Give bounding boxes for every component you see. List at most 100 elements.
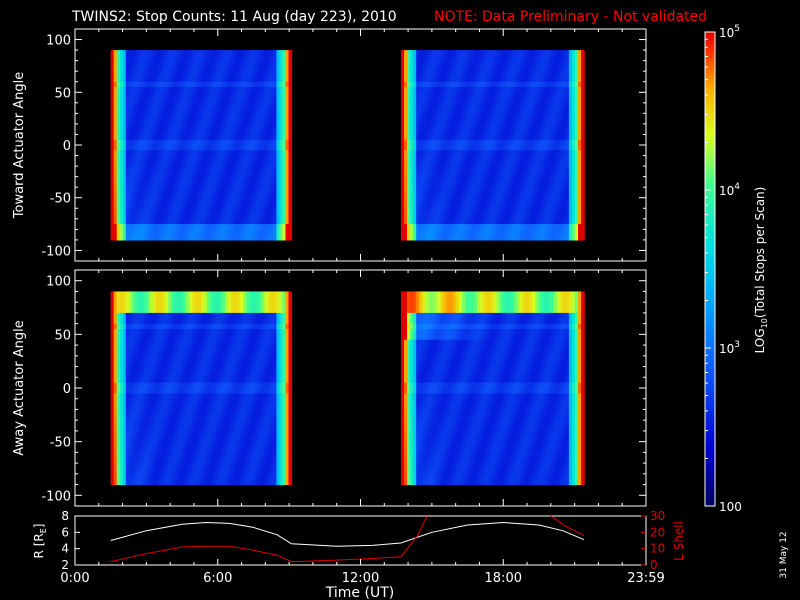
heatmap-cell [474, 108, 478, 114]
heatmap-cell [128, 65, 133, 72]
heatmap-cell [458, 229, 463, 236]
heatmap-cell [143, 398, 148, 405]
heatmap-cell [568, 118, 573, 125]
heatmap-cell [143, 473, 148, 480]
heatmap-cell [276, 145, 281, 151]
heatmap-cell [146, 361, 151, 368]
heatmap-cell [258, 176, 262, 183]
heatmap-cell [544, 139, 549, 146]
heatmap-cell [510, 129, 515, 136]
heatmap-cell [559, 160, 564, 167]
heatmap-cell [431, 71, 436, 78]
heatmap-cell [161, 181, 166, 188]
heatmap-cell [176, 87, 181, 93]
heatmap-cell [538, 97, 542, 104]
heatmap-cell [513, 181, 518, 188]
heatmap-cell [261, 197, 265, 204]
heatmap-cell [143, 181, 148, 188]
heatmap-cell [213, 129, 217, 136]
heatmap-cell [122, 150, 127, 157]
heatmap-cell [483, 150, 488, 157]
heatmap-cell [477, 123, 481, 130]
heatmap-cell [167, 213, 172, 220]
heatmap-cell [155, 355, 160, 362]
heatmap-cell [204, 218, 208, 225]
heatmap-cell [137, 55, 142, 62]
heatmap-cell [131, 355, 136, 362]
heatmap-cell [110, 224, 115, 230]
heatmap-cell [134, 312, 139, 319]
heatmap-cell [240, 129, 244, 136]
heatmap-cell [140, 150, 145, 157]
heatmap-cell [416, 87, 420, 93]
heatmap-cell [443, 234, 448, 241]
heatmap-cell [192, 192, 196, 199]
heatmap-cell [240, 60, 244, 67]
heatmap-cell [449, 187, 454, 194]
heatmap-cell [125, 113, 130, 120]
heatmap-cell [246, 55, 250, 62]
heatmap-cell [234, 118, 238, 125]
heatmap-cell [556, 81, 561, 88]
heatmap-cell [122, 409, 127, 416]
heatmap-cell [237, 197, 241, 204]
heatmap-cell [192, 197, 196, 204]
heatmap-cell [419, 208, 423, 215]
heatmap-cell [455, 213, 460, 220]
heatmap-cell [407, 224, 411, 230]
heatmap-cell [195, 213, 199, 220]
heatmap-cell [128, 76, 133, 83]
heatmap-cell [486, 208, 491, 215]
heatmap-cell [581, 139, 585, 146]
heatmap-cell [288, 108, 293, 114]
heatmap-cell [164, 166, 169, 172]
heatmap-cell [489, 87, 494, 93]
heatmap-cell [192, 166, 196, 172]
heatmap-cell [465, 229, 469, 236]
heatmap-cell [532, 187, 536, 194]
heatmap-cell [255, 65, 259, 72]
heatmap-cell [468, 218, 472, 225]
heatmap-cell [143, 224, 148, 230]
heatmap-cell [449, 224, 454, 230]
heatmap-cell [400, 108, 405, 114]
heatmap-cell [234, 129, 238, 136]
heatmap-cell [183, 187, 187, 194]
heatmap-cell [574, 97, 579, 104]
heatmap-cell [544, 176, 549, 183]
heatmap-cell [216, 60, 220, 67]
heatmap-cell [520, 102, 524, 109]
heatmap-cell [495, 218, 500, 225]
heatmap-cell [474, 55, 478, 62]
heatmap-cell [252, 187, 256, 194]
heatmap-cell [581, 108, 585, 114]
heatmap-cell [249, 55, 253, 62]
heatmap-cell [565, 97, 570, 104]
heatmap-cell [240, 118, 244, 125]
heatmap-cell [526, 65, 530, 72]
heatmap-cell [258, 171, 262, 178]
heatmap-cell [449, 102, 454, 109]
heatmap-cell [243, 218, 247, 225]
heatmap-cell [276, 187, 281, 194]
heatmap-cell [219, 192, 223, 199]
heatmap-cell [550, 234, 555, 241]
heatmap-cell [143, 155, 148, 162]
heatmap-cell [149, 50, 154, 56]
heatmap-cell [513, 76, 518, 83]
heatmap-cell [562, 229, 567, 236]
heatmap-cell [413, 139, 417, 146]
heatmap-cell [149, 355, 154, 362]
heatmap-cell [492, 203, 497, 209]
heatmap-cell [581, 60, 585, 67]
heatmap-cell [195, 81, 199, 88]
heatmap-cell [443, 55, 448, 62]
heatmap-cell [434, 81, 439, 88]
heatmap-cell [113, 118, 118, 125]
heatmap-cell [110, 176, 115, 183]
heatmap-cell [431, 213, 436, 220]
heatmap-cell [516, 76, 521, 83]
heatmap-cell [116, 76, 121, 83]
heatmap-cell [553, 129, 558, 136]
heatmap-cell [440, 134, 445, 141]
